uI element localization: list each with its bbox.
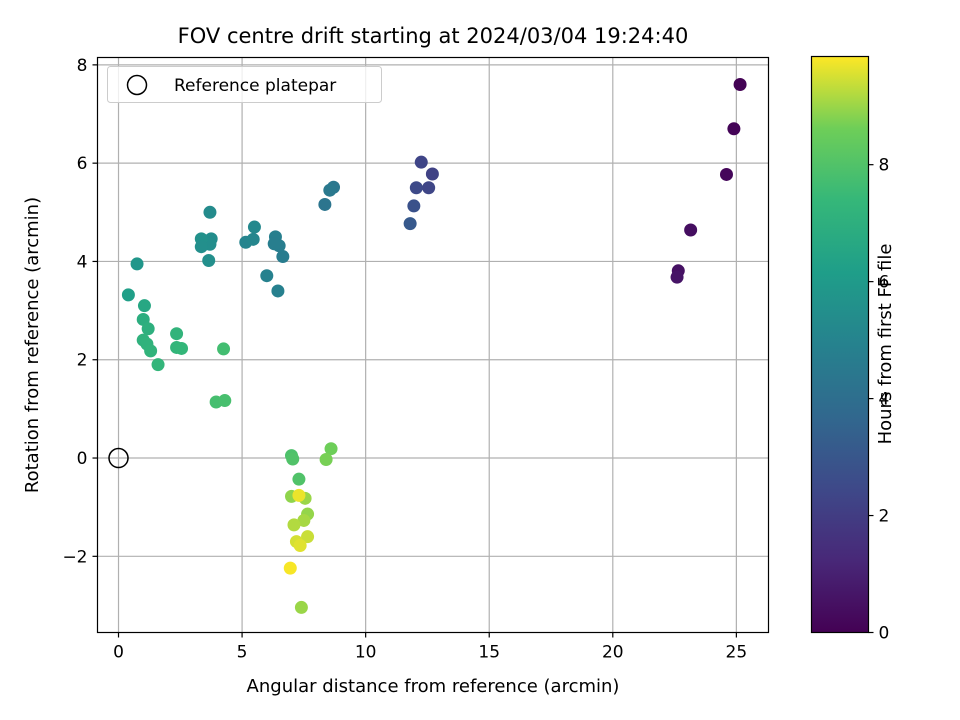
chart-title: FOV centre drift starting at 2024/03/04 … xyxy=(178,24,689,48)
colorbar-tick-label: 2 xyxy=(879,507,890,527)
data-point xyxy=(130,257,144,271)
data-point xyxy=(324,442,338,456)
data-point xyxy=(194,240,208,254)
data-point xyxy=(670,270,684,284)
y-tick-label: 6 xyxy=(77,154,88,174)
data-point xyxy=(175,341,189,355)
x-tick-label: 10 xyxy=(355,643,377,663)
data-point xyxy=(144,344,158,358)
data-point xyxy=(292,472,306,486)
data-point xyxy=(719,167,733,181)
y-tick-label: 2 xyxy=(77,351,88,371)
y-tick-label: 8 xyxy=(77,56,88,76)
colorbar-label: Hours from first FF file xyxy=(875,244,896,445)
data-point xyxy=(218,394,232,408)
data-point xyxy=(276,250,290,264)
data-point xyxy=(137,299,151,313)
data-point xyxy=(425,167,439,181)
y-axis-label: Rotation from reference (arcmin) xyxy=(22,197,43,493)
colorbar-tick-label: 6 xyxy=(879,273,890,293)
y-axis-ticks: −2 0 2 4 6 8 xyxy=(62,56,98,567)
colorbar-tick-label: 0 xyxy=(879,624,890,644)
data-point xyxy=(318,197,332,211)
colorbar-gradient xyxy=(810,55,870,634)
data-point xyxy=(301,530,315,544)
x-tick-label: 25 xyxy=(726,643,748,663)
y-tick-label: 0 xyxy=(77,449,88,469)
data-point xyxy=(203,205,217,219)
data-point xyxy=(283,561,297,575)
data-point xyxy=(141,322,155,336)
data-point xyxy=(409,181,423,195)
data-point xyxy=(286,452,300,466)
x-axis-label: Angular distance from reference (arcmin) xyxy=(247,676,620,697)
plot-area-frame xyxy=(96,56,770,634)
data-points xyxy=(108,78,747,614)
legend: Reference platepar xyxy=(107,66,382,103)
data-point xyxy=(271,284,285,298)
data-point xyxy=(217,342,231,356)
data-point xyxy=(287,518,301,532)
x-tick-label: 0 xyxy=(113,643,124,663)
colorbar-tick-label: 8 xyxy=(879,156,890,176)
x-tick-label: 20 xyxy=(602,643,624,663)
legend-box xyxy=(107,66,382,103)
legend-label-reference-platepar: Reference platepar xyxy=(174,76,336,96)
data-point xyxy=(121,288,135,302)
colorbar-ticks: 0 2 4 6 8 xyxy=(868,156,890,644)
colorbar-tick-label: 4 xyxy=(879,390,890,410)
data-point xyxy=(422,181,436,195)
data-point xyxy=(293,539,307,553)
data-point xyxy=(403,217,417,231)
reference-platepar-marker xyxy=(108,447,129,469)
data-point xyxy=(202,253,216,267)
data-point xyxy=(292,488,306,502)
x-axis-ticks: 0 5 10 15 20 25 xyxy=(113,632,748,663)
x-tick-label: 5 xyxy=(237,643,248,663)
legend-reference-marker xyxy=(126,74,148,96)
data-point xyxy=(323,183,337,197)
data-point xyxy=(170,327,184,341)
data-point xyxy=(684,223,698,237)
data-point xyxy=(733,78,747,92)
data-point xyxy=(247,220,261,234)
data-point xyxy=(319,453,333,467)
grid-lines xyxy=(97,57,769,633)
data-point xyxy=(267,237,281,251)
data-point xyxy=(407,199,421,213)
data-point xyxy=(414,155,428,169)
data-point xyxy=(151,358,165,372)
data-point xyxy=(294,600,308,614)
y-tick-label: 4 xyxy=(77,252,88,272)
x-tick-label: 15 xyxy=(478,643,500,663)
colorbar: 0 2 4 6 8 Hours from first FF file xyxy=(810,55,896,644)
data-point xyxy=(727,122,741,136)
data-point xyxy=(260,269,274,283)
data-point xyxy=(246,232,260,246)
data-point xyxy=(297,513,311,527)
y-tick-label: −2 xyxy=(62,547,87,567)
